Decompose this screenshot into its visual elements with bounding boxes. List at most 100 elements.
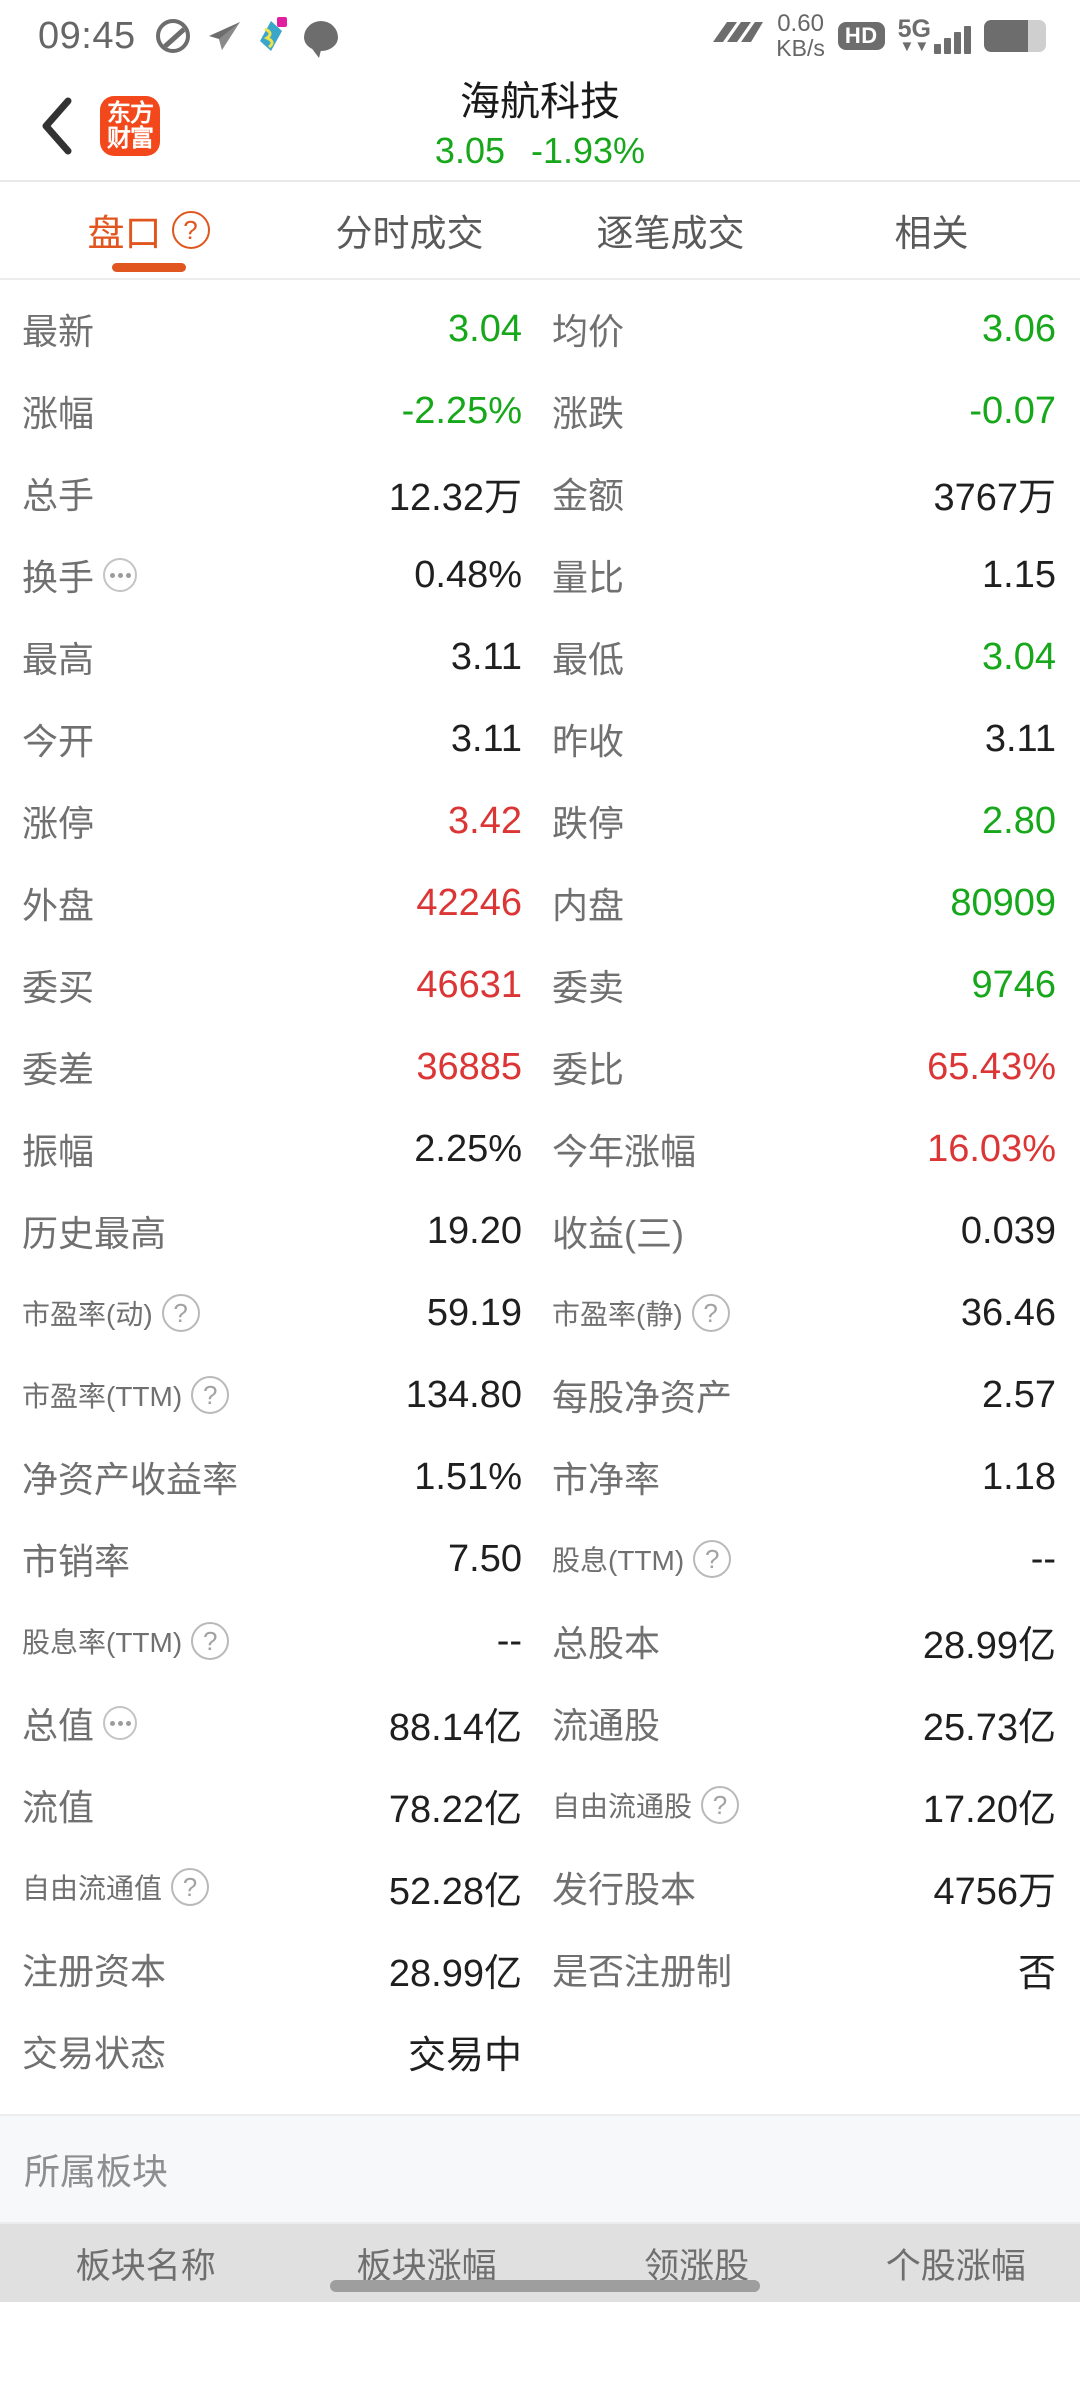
quote-label-text: 流通股 xyxy=(552,1705,661,1746)
network-activity-icon xyxy=(705,16,764,55)
help-icon[interactable]: ? xyxy=(693,1540,732,1578)
help-icon[interactable]: ? xyxy=(171,211,210,249)
quote-label: 总值 xyxy=(0,1697,138,1749)
quote-cell: 内盘 80909 xyxy=(540,877,1080,929)
hd-voice-icon: HD xyxy=(837,21,885,50)
quote-label: 流通股 xyxy=(540,1697,660,1749)
quote-row: 市销率 7.50 股息(TTM)? -- xyxy=(0,1518,1080,1600)
quote-cell: 股息(TTM)? -- xyxy=(540,1538,1080,1581)
quote-cell: 总值 88.14亿 xyxy=(0,1696,540,1751)
quote-label: 内盘 xyxy=(540,877,624,929)
quote-cell: 注册资本 28.99亿 xyxy=(0,1942,540,1997)
more-info-icon[interactable] xyxy=(103,1706,138,1740)
tab-pankou[interactable]: 盘口 ? xyxy=(18,182,279,278)
quote-label: 市净率 xyxy=(540,1451,660,1503)
quote-value: 25.73亿 xyxy=(922,1706,1056,1749)
quote-label: 总手 xyxy=(0,467,94,519)
quote-row: 最新 3.04 均价 3.06 xyxy=(0,288,1080,370)
quote-label-text: 股息率(TTM) xyxy=(22,1627,183,1658)
quote-row: 流值 78.22亿 自由流通股? 17.20亿 xyxy=(0,1764,1080,1846)
network-type-label: 5G ▼▼ xyxy=(898,17,931,54)
quote-label-text: 市盈率(TTM) xyxy=(22,1381,183,1412)
quote-row: 今开 3.11 昨收 3.11 xyxy=(0,698,1080,780)
stock-change-pct: -1.93% xyxy=(531,130,646,172)
quote-value: 2.25% xyxy=(414,1127,522,1170)
quote-value: 9746 xyxy=(971,963,1056,1006)
quote-label: 今开 xyxy=(0,713,94,765)
quote-label: 涨跌 xyxy=(540,385,624,437)
quote-label: 最高 xyxy=(0,631,94,683)
more-info-icon[interactable] xyxy=(103,558,138,592)
quote-label: 市盈率(静)? xyxy=(540,1293,730,1333)
quote-value: 80909 xyxy=(950,881,1056,924)
horizontal-scrollbar[interactable] xyxy=(330,2280,760,2292)
tab-pankou-label: 盘口 xyxy=(87,213,162,254)
quote-label: 今年涨幅 xyxy=(540,1123,696,1175)
quote-label-text: 委买 xyxy=(22,967,95,1008)
quote-cell: 发行股本 4756万 xyxy=(540,1860,1080,1915)
quote-value: 4756万 xyxy=(933,1870,1056,1913)
battery-icon xyxy=(984,19,1046,52)
help-icon[interactable]: ? xyxy=(691,1294,730,1332)
tab-xiangguan-label: 相关 xyxy=(894,213,969,254)
quote-label: 市销率 xyxy=(0,1533,130,1585)
quote-value: 3.04 xyxy=(982,635,1056,678)
quote-value: 2.80 xyxy=(982,799,1056,842)
help-icon[interactable]: ? xyxy=(161,1294,200,1332)
quote-cell: 委买 46631 xyxy=(0,959,540,1011)
speech-bubble-icon xyxy=(303,21,338,58)
tab-xiangguan[interactable]: 相关 xyxy=(801,182,1062,278)
quote-value: 36885 xyxy=(416,1045,522,1088)
quote-label-text: 跌停 xyxy=(552,803,625,844)
tab-fenshi-chengjiao[interactable]: 分时成交 xyxy=(279,182,540,278)
quote-row: 市盈率(动)? 59.19 市盈率(静)? 36.46 xyxy=(0,1272,1080,1354)
quote-label-text: 总手 xyxy=(22,475,95,516)
quote-row: 总手 12.32万 金额 3767万 xyxy=(0,452,1080,534)
eastmoney-logo[interactable]: 东方 财富 xyxy=(100,96,160,156)
back-button[interactable] xyxy=(30,97,86,155)
quote-cell: 量比 1.15 xyxy=(540,549,1080,601)
quote-label-text: 流值 xyxy=(22,1787,95,1828)
help-icon[interactable]: ? xyxy=(191,1622,230,1660)
tab-zhubi-chengjiao[interactable]: 逐笔成交 xyxy=(540,182,801,278)
quote-label: 跌停 xyxy=(540,795,624,847)
quote-label-text: 今开 xyxy=(22,721,95,762)
quote-cell: 昨收 3.11 xyxy=(540,713,1080,765)
quote-row: 净资产收益率 1.51% 市净率 1.18 xyxy=(0,1436,1080,1518)
quote-cell: 最高 3.11 xyxy=(0,631,540,683)
quote-label-text: 最低 xyxy=(552,639,625,680)
status-bar-right-icons: 0.60 KB/s HD 5G ▼▼ xyxy=(705,11,1046,60)
quote-cell: 跌停 2.80 xyxy=(540,795,1080,847)
quote-value: 17.20亿 xyxy=(922,1788,1056,1831)
quote-cell: 最低 3.04 xyxy=(540,631,1080,683)
quote-cell: 市盈率(TTM)? 134.80 xyxy=(0,1374,540,1417)
quote-row: 委差 36885 委比 65.43% xyxy=(0,1026,1080,1108)
quote-value: 交易中 xyxy=(407,2034,522,2077)
quote-label: 委比 xyxy=(540,1041,624,1093)
quote-label-text: 昨收 xyxy=(552,721,625,762)
help-icon[interactable]: ? xyxy=(701,1786,740,1824)
quote-label-text: 市盈率(动) xyxy=(22,1299,153,1330)
stock-price-row: 3.05 -1.93% xyxy=(435,129,645,172)
help-icon[interactable]: ? xyxy=(191,1376,230,1414)
sector-section-title-label: 所属板块 xyxy=(24,2151,169,2192)
quote-cell: 市盈率(动)? 59.19 xyxy=(0,1292,540,1335)
quote-label-text: 每股净资产 xyxy=(552,1377,733,1418)
quote-row: 委买 46631 委卖 9746 xyxy=(0,944,1080,1026)
quote-cell: 外盘 42246 xyxy=(0,877,540,929)
help-icon[interactable]: ? xyxy=(171,1868,210,1906)
quote-cell: 净资产收益率 1.51% xyxy=(0,1451,540,1503)
sector-col-leader: 领涨股 xyxy=(644,2246,750,2286)
quote-cell: 涨停 3.42 xyxy=(0,795,540,847)
quote-label-text: 委卖 xyxy=(552,967,625,1008)
quote-value: 0.48% xyxy=(414,553,522,596)
quote-label: 股息率(TTM)? xyxy=(0,1621,230,1661)
quote-cell: 自由流通值? 52.28亿 xyxy=(0,1860,540,1915)
quote-row: 涨停 3.42 跌停 2.80 xyxy=(0,780,1080,862)
quote-label-text: 历史最高 xyxy=(22,1213,167,1254)
quote-row: 股息率(TTM)? -- 总股本 28.99亿 xyxy=(0,1600,1080,1682)
quote-detail-grid: 最新 3.04 均价 3.06 涨幅 -2.25% 涨跌 -0.07 总手 12.32万 金额 376… xyxy=(0,280,1080,2092)
tab-bar-divider xyxy=(0,278,1080,280)
quote-row: 总值 88.14亿 流通股 25.73亿 xyxy=(0,1682,1080,1764)
quote-cell: 每股净资产 2.57 xyxy=(540,1369,1080,1421)
